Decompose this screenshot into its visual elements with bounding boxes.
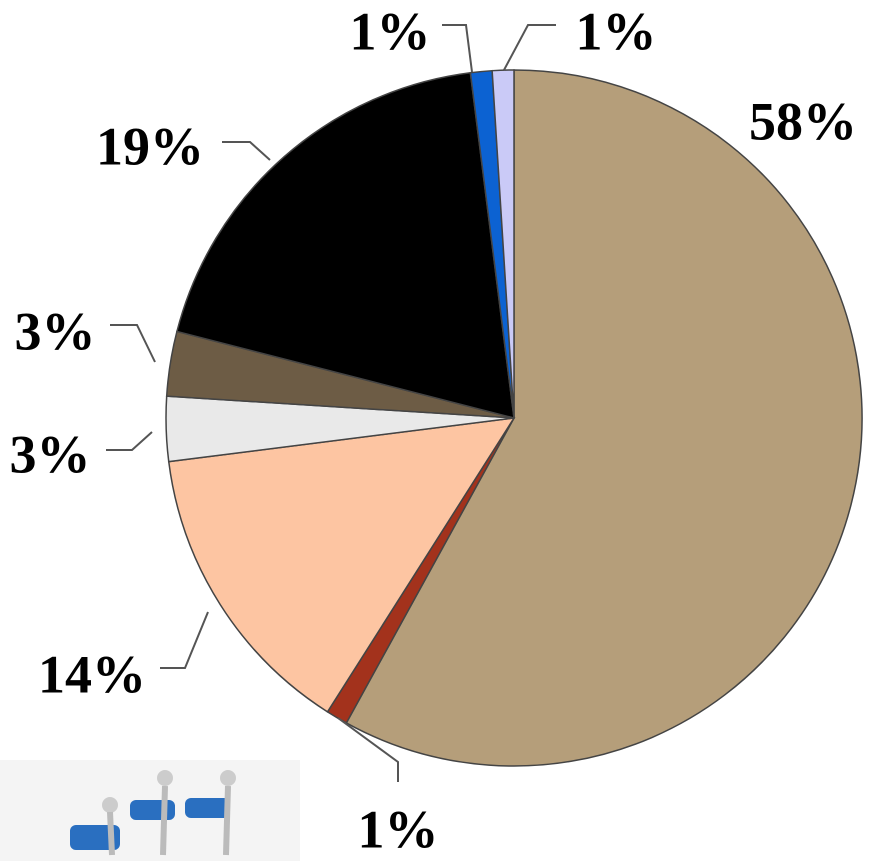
leader-line [337, 717, 399, 782]
pie-slice [176, 71, 515, 420]
pie-slice [491, 69, 515, 419]
leader-line [160, 611, 209, 669]
leader-line [106, 431, 153, 451]
data-label: 19% [96, 116, 204, 176]
data-label: 58% [749, 91, 857, 151]
data-label: 1% [350, 1, 431, 61]
decorative-figures [0, 760, 300, 861]
data-label: 1% [576, 1, 657, 61]
leader-line [110, 324, 156, 363]
pie-slice [345, 69, 863, 767]
data-label: 3% [15, 301, 96, 361]
pie-slice [167, 417, 516, 713]
data-label: 1% [358, 799, 439, 859]
data-label: 3% [10, 424, 91, 484]
data-label: 14% [38, 644, 146, 704]
leader-line [222, 141, 271, 161]
leader-line [503, 24, 556, 71]
leader-line [442, 24, 473, 73]
